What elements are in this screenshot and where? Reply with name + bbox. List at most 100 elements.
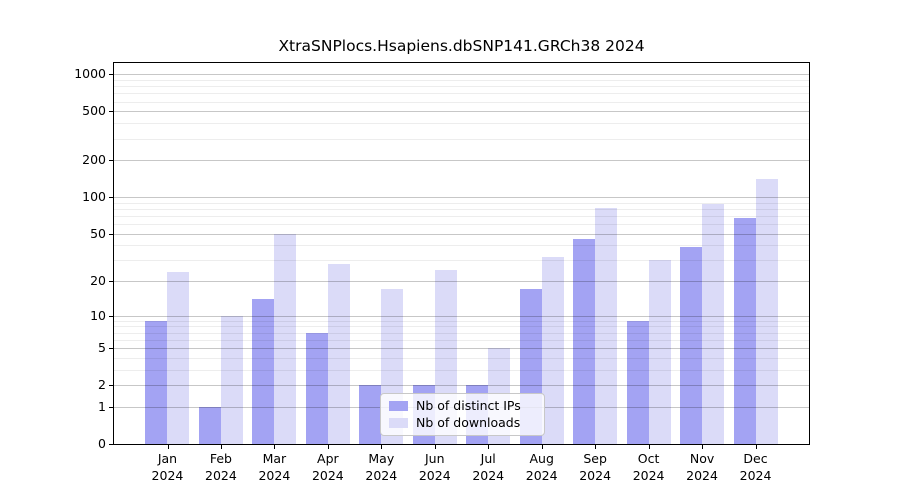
gridline-minor [114, 357, 809, 359]
y-axis-tick-label: 5 [98, 340, 106, 356]
gridline-minor [114, 369, 809, 371]
y-axis-tick-label: 50 [90, 225, 106, 241]
gridline-minor [114, 138, 809, 140]
x-axis-tick-label-jan: Jan 2024 [151, 451, 184, 483]
y-axis-tick-label: 100 [82, 189, 106, 205]
x-axis-tick-mark [595, 445, 597, 449]
legend-swatch-downloads [389, 418, 408, 428]
legend-label-distinct-ips: Nb of distinct IPs [416, 398, 521, 413]
legend-entry-distinct-ips: Nb of distinct IPs [389, 399, 544, 413]
y-axis-tick-mark [109, 74, 113, 76]
bar-distinct-ips-oct [626, 320, 649, 444]
gridline-major [114, 348, 809, 350]
x-axis-tick-mark [648, 445, 650, 449]
legend-entry-downloads: Nb of downloads [389, 416, 544, 430]
bar-downloads-oct [648, 260, 671, 444]
gridline-major [114, 281, 809, 283]
legend: Nb of distinct IPs Nb of downloads [380, 393, 545, 436]
x-axis-tick-mark [274, 445, 276, 449]
gridline-minor [114, 80, 809, 81]
gridline-minor [114, 208, 809, 210]
x-axis-tick-label-jun: Jun 2024 [418, 451, 451, 483]
gridline-minor [114, 245, 809, 247]
gridline-minor [114, 86, 809, 88]
gridline-major [114, 233, 809, 235]
x-axis-tick-label-apr: Apr 2024 [311, 451, 344, 483]
bar-distinct-ips-sep [573, 239, 596, 444]
gridline-minor [114, 260, 809, 262]
x-axis-tick-mark [488, 445, 490, 449]
gridline-minor [114, 332, 809, 334]
bar-distinct-ips-dec [733, 218, 756, 444]
bar-downloads-nov [702, 204, 725, 444]
gridline-minor [114, 326, 809, 328]
bar-downloads-mar [274, 233, 297, 444]
gridline-minor [114, 224, 809, 225]
y-axis-tick-mark [109, 233, 113, 235]
y-axis-tick-mark [109, 406, 113, 408]
y-axis-tick-mark [109, 444, 113, 445]
x-axis-tick-label-mar: Mar 2024 [258, 451, 291, 483]
bar-downloads-jan [167, 271, 190, 444]
y-axis-tick-label: 2 [98, 377, 106, 393]
y-axis-tick-mark [109, 348, 113, 350]
gridline-minor [114, 202, 809, 204]
bar-downloads-feb [220, 315, 243, 444]
x-axis-tick-label-aug: Aug 2024 [525, 451, 558, 483]
x-axis-tick-label-dec: Dec 2024 [739, 451, 772, 483]
y-axis-tick-mark [109, 385, 113, 387]
y-axis-tick-label: 500 [82, 103, 106, 119]
bar-downloads-aug [541, 256, 564, 444]
x-axis-tick-mark [434, 445, 436, 449]
gridline-minor [114, 93, 809, 95]
y-axis-tick-label: 1 [98, 398, 106, 414]
y-axis-tick-mark [109, 160, 113, 162]
gridline-minor [114, 123, 809, 125]
gridline-minor [114, 320, 809, 322]
plot-area [113, 62, 810, 445]
legend-swatch-distinct-ips [389, 401, 408, 411]
x-axis-tick-label-oct: Oct 2024 [632, 451, 665, 483]
x-axis-tick-label-feb: Feb 2024 [205, 451, 237, 483]
legend-label-downloads: Nb of downloads [416, 415, 521, 430]
x-axis-tick-mark [220, 445, 222, 449]
bar-downloads-apr [327, 263, 350, 444]
y-axis-tick-mark [109, 111, 113, 113]
y-axis-tick-label: 20 [90, 273, 106, 289]
x-axis-tick-label-jul: Jul 2024 [472, 451, 505, 483]
y-axis-tick-label: 200 [82, 152, 106, 168]
x-axis-tick-mark [755, 445, 757, 449]
gridline-major [114, 111, 809, 113]
x-axis-tick-mark [167, 445, 169, 449]
y-axis-tick-label: 0 [98, 436, 106, 451]
x-axis-tick-mark [381, 445, 383, 449]
y-axis-tick-label: 1000 [74, 66, 106, 82]
x-axis-tick-mark [541, 445, 543, 449]
y-axis-tick-mark [109, 281, 113, 283]
chart-title: XtraSNPlocs.Hsapiens.dbSNP141.GRCh38 202… [278, 37, 645, 55]
bar-distinct-ips-feb [198, 406, 221, 444]
bar-distinct-ips-may [359, 385, 382, 444]
bar-downloads-dec [755, 179, 778, 444]
gridline-minor [114, 101, 809, 103]
bar-distinct-ips-apr [305, 332, 328, 444]
y-axis-tick-label: 10 [90, 307, 106, 323]
y-axis-tick-mark [109, 315, 113, 317]
gridline-minor [114, 215, 809, 217]
x-axis-tick-mark [702, 445, 704, 449]
bar-distinct-ips-nov [680, 246, 703, 444]
gridline-major [114, 315, 809, 317]
gridline-major [114, 74, 809, 76]
gridline-major [114, 385, 809, 387]
x-axis-tick-label-nov: Nov 2024 [686, 451, 718, 483]
bar-downloads-sep [595, 208, 618, 444]
y-axis-tick-mark [109, 197, 113, 199]
gridline-major [114, 160, 809, 162]
bar-distinct-ips-mar [252, 299, 275, 444]
gridline-major [114, 197, 809, 199]
gridline-minor [114, 339, 809, 341]
x-axis-tick-label-may: May 2024 [365, 451, 398, 483]
x-axis-tick-mark [327, 445, 329, 449]
bar-distinct-ips-jan [145, 320, 168, 444]
